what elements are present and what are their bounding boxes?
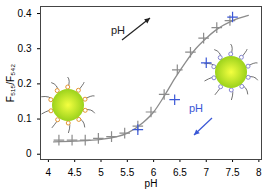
svg-text:6: 6 bbox=[151, 167, 157, 178]
svg-text:0.2: 0.2 bbox=[18, 78, 32, 89]
svg-text:5: 5 bbox=[98, 167, 104, 178]
svg-text:4.5: 4.5 bbox=[68, 167, 82, 178]
svg-text:5.5: 5.5 bbox=[120, 167, 134, 178]
svg-text:0.3: 0.3 bbox=[18, 43, 32, 54]
svg-text:pH: pH bbox=[111, 24, 125, 36]
svg-text:0: 0 bbox=[26, 148, 32, 159]
svg-text:F₅₁₅/F₅₄₂: F₅₁₅/F₅₄₂ bbox=[5, 64, 16, 103]
svg-text:4: 4 bbox=[46, 167, 52, 178]
svg-text:0.4: 0.4 bbox=[18, 8, 32, 19]
svg-text:8: 8 bbox=[256, 167, 262, 178]
svg-text:0.1: 0.1 bbox=[18, 113, 32, 124]
svg-text:7: 7 bbox=[203, 167, 209, 178]
svg-text:pH: pH bbox=[189, 102, 203, 114]
svg-text:pH: pH bbox=[145, 178, 158, 189]
svg-text:7.5: 7.5 bbox=[226, 167, 240, 178]
svg-text:6.5: 6.5 bbox=[173, 167, 187, 178]
